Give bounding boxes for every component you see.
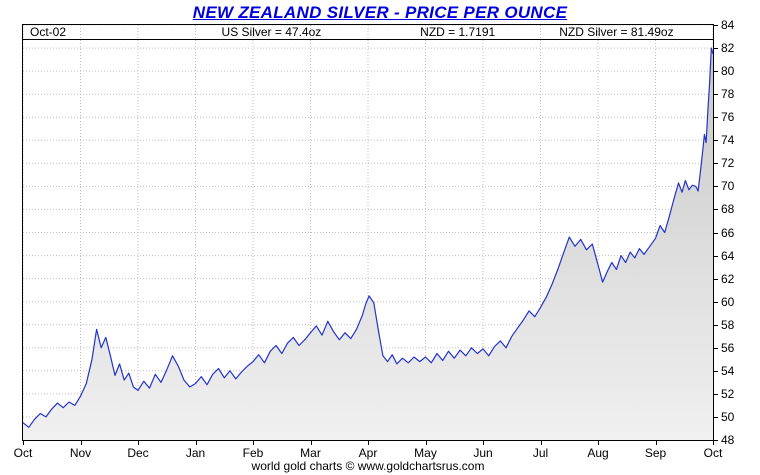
x-axis-tick: [310, 441, 312, 445]
y-tick-label: 74: [721, 133, 735, 148]
x-axis: Oct Nov Dec Jan Feb Mar Apr May Jun Jul Aug Sep Oct: [14, 441, 722, 461]
y-axis-tick: [714, 370, 718, 372]
x-axis-tick: [540, 441, 542, 445]
nzd-silver-label: NZD Silver = 81.49oz: [559, 25, 674, 39]
page-title: NEW ZEALAND SILVER - PRICE PER OUNCE: [192, 3, 568, 22]
price-area-chart: [23, 25, 713, 440]
y-tick-label: 68: [721, 202, 735, 217]
x-axis-tick: [23, 441, 24, 445]
y-axis-tick: [714, 186, 718, 188]
us-silver-label: US Silver = 47.4oz: [221, 25, 322, 39]
y-tick-label: 62: [721, 271, 735, 286]
y-axis-tick: [714, 94, 718, 96]
x-axis-tick: [368, 441, 369, 445]
y-tick-label: 80: [721, 64, 735, 79]
y-tick-label: 66: [721, 225, 735, 240]
plot-frame: Oct-02 US Silver = 47.4oz NZD = 1.7191 N…: [22, 24, 714, 441]
x-tick-label: Apr: [358, 446, 378, 460]
y-tick-label: 50: [721, 409, 735, 424]
y-axis-tick: [714, 209, 718, 211]
y-axis-tick: [714, 278, 718, 280]
x-tick-label: Jan: [185, 446, 206, 460]
x-axis-tick: [195, 441, 197, 445]
y-tick-label: 58: [721, 317, 735, 332]
credit-line: world gold charts © www.goldchartsrus.co…: [251, 459, 485, 473]
y-axis-tick: [714, 440, 718, 441]
x-axis-tick: [655, 441, 657, 445]
y-tick-label: 72: [721, 156, 735, 171]
y-tick-label: 60: [721, 294, 735, 309]
x-axis-tick: [713, 441, 714, 445]
x-tick-label: Jul: [532, 446, 549, 460]
y-axis-tick: [714, 140, 718, 142]
x-tick-label: Oct: [703, 446, 723, 460]
x-tick-label: Sep: [644, 446, 667, 460]
y-axis: 84 82 80 78 76 74 72 70 68 66 64 62 60 58 56 54 52 50 48: [714, 19, 760, 447]
y-axis-tick: [714, 117, 718, 119]
y-axis-tick: [714, 347, 718, 349]
y-tick-label: 84: [721, 18, 735, 32]
y-tick-label: 64: [721, 248, 735, 263]
x-tick-label: May: [414, 446, 437, 460]
x-tick-label: Oct: [13, 446, 33, 460]
y-axis-tick: [714, 324, 718, 326]
nzd-rate-label: NZD = 1.7191: [420, 25, 496, 39]
x-axis-tick: [138, 441, 139, 445]
y-axis-tick: [714, 255, 718, 257]
y-axis-tick: [714, 416, 718, 418]
x-axis-tick: [598, 441, 599, 445]
x-axis-tick: [80, 441, 82, 445]
start-date-label: Oct-02: [30, 25, 67, 39]
x-axis-tick: [253, 441, 254, 445]
y-axis-tick: [714, 71, 718, 73]
y-tick-label: 82: [721, 41, 735, 56]
x-axis-tick: [483, 441, 484, 445]
x-tick-label: Aug: [587, 446, 609, 460]
x-tick-label: Feb: [242, 446, 264, 460]
y-tick-label: 70: [721, 179, 735, 194]
y-axis-tick: [714, 301, 718, 303]
y-axis-tick: [714, 393, 718, 395]
x-tick-label: Mar: [300, 446, 321, 460]
y-axis-tick: [714, 48, 718, 50]
x-tick-label: Nov: [69, 446, 92, 460]
y-axis-tick: [714, 25, 718, 26]
y-tick-label: 52: [721, 386, 735, 401]
x-tick-label: Dec: [127, 446, 149, 460]
y-axis-tick: [714, 232, 718, 234]
y-tick-label: 48: [721, 433, 735, 447]
y-tick-label: 78: [721, 87, 735, 102]
y-tick-label: 54: [721, 363, 735, 378]
y-tick-label: 76: [721, 110, 735, 125]
chart-header: Oct-02 US Silver = 47.4oz NZD = 1.7191 N…: [23, 25, 713, 40]
x-tick-label: Jun: [473, 446, 493, 460]
x-axis-tick: [425, 441, 427, 445]
y-axis-tick: [714, 163, 718, 165]
y-tick-label: 56: [721, 340, 735, 355]
